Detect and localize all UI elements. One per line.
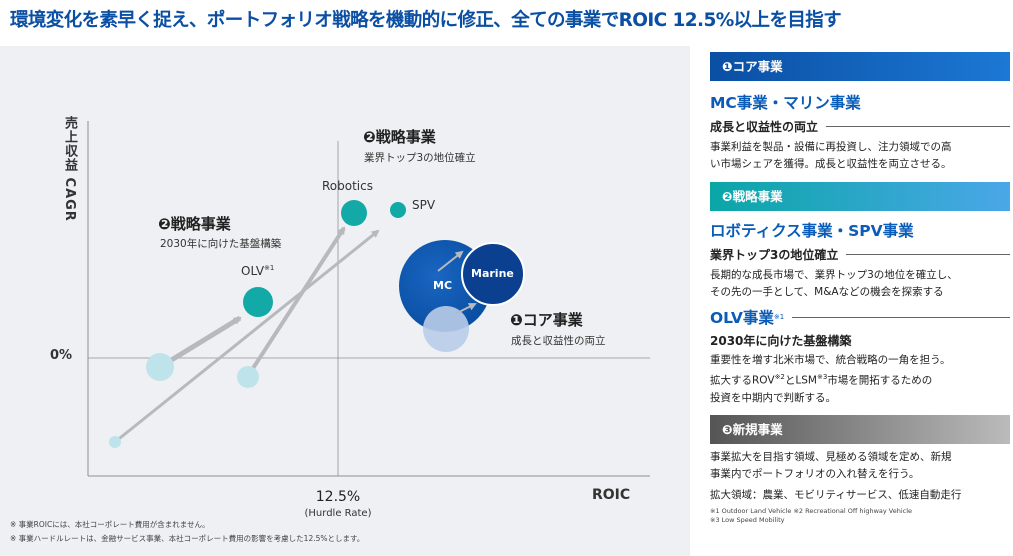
core-body-line-1: 事業利益を製品・設備に再投資し、注力領域での高 — [710, 141, 952, 153]
chart-note-1: ※ 事業ROICには、本社コーポレート費用が含まれません。 — [10, 520, 210, 529]
hurdle-value: 12.5% — [315, 489, 361, 505]
hurdle-sub: (Hurdle Rate) — [304, 508, 372, 519]
core-sub: 成長と収益性の両立 — [511, 335, 606, 347]
olv-body: 重要性を増す北米市場で、統合戦略の一角を担う。 拡大するROV※2とLSM※3市… — [710, 352, 1010, 407]
x-axis-label: ROIC — [592, 487, 631, 503]
arrow-robotics — [246, 226, 346, 378]
footnote-line-2: ※3 Low Speed Mobility — [710, 515, 785, 524]
portfolio-chart — [87, 121, 650, 477]
olv-label-text: OLV — [241, 264, 265, 278]
spv-label: SPV — [412, 198, 436, 212]
strategic-body: 長期的な成長市場で、業界トップ3の地位を確立し、 その先の一手として、M&Aなど… — [710, 267, 1010, 301]
spv-bubble — [390, 202, 406, 218]
robotics-origin-bubble — [237, 366, 259, 388]
olv-subhead: 2030年に向けた基盤構築 — [710, 334, 852, 348]
footnotes: ※1 Outdoor Land Vehicle ※2 Recreational … — [710, 507, 1010, 525]
olv-bubble — [243, 287, 273, 317]
arrow-mc-small — [454, 303, 477, 315]
arrow-mc — [437, 250, 464, 272]
marine-bubble — [461, 242, 525, 306]
strategic-subhead-row: 業界トップ3の地位確立 — [710, 246, 1010, 263]
olv-body-line-1: 重要性を増す北米市場で、統合戦略の一角を担う。 — [710, 354, 951, 366]
core-subhead-row: 成長と収益性の両立 — [710, 118, 1010, 135]
olv-title-row: OLV事業 ※1 — [710, 306, 1010, 328]
new-business-bar: ❸新規事業 — [710, 414, 1010, 444]
portfolio-chart-panel: 売上収益 CAGR 0% ❷戦略事業 業界トップ3の地位確立 ❷戦略事業 203… — [0, 46, 690, 556]
footnote-line-1: ※1 Outdoor Land Vehicle ※2 Recreational … — [710, 506, 913, 515]
mc-origin-bubble — [423, 306, 469, 352]
olv-body-market: 市場を開拓するための — [827, 374, 933, 387]
olv-body-rov: 拡大するROV — [710, 374, 775, 387]
arrow-olv — [158, 315, 242, 370]
olv-origin-bubble — [146, 353, 174, 381]
chart-note-2: ※ 事業ハードルレートは、金融サービス事業、本社コーポレート費用の影響を考慮した… — [10, 534, 365, 543]
olv-body-line-3: 投資を中期内で判断する。 — [710, 391, 836, 404]
olv-title-note: ※1 — [773, 313, 785, 321]
olv-title-rule — [792, 316, 1010, 318]
olv-business-title: OLV事業 — [710, 309, 774, 327]
strategic-body-line-1: 長期的な成長市場で、業界トップ3の地位を確立し、 — [710, 269, 958, 281]
core-subhead: 成長と収益性の両立 — [710, 120, 819, 134]
strategic-subhead-rule — [846, 254, 1010, 255]
core-body: 事業利益を製品・設備に再投資し、注力領域での高 い市場シェアを獲得。成長と収益性… — [710, 139, 1010, 173]
y-axis-label: 売上収益 CAGR — [62, 116, 77, 222]
olv-label-note: ※1 — [264, 264, 275, 272]
marine-label: Marine — [471, 267, 514, 280]
core-title: ❶コア事業 — [510, 311, 583, 329]
arrow-spv — [114, 229, 380, 444]
strategic-left-sub: 2030年に向けた基盤構築 — [160, 238, 282, 250]
new-body-line-1: 事業拡大を目指す領域、見極める領域を定め、新規 — [710, 450, 952, 463]
page-headline: 環境変化を素早く捉え、ポートフォリオ戦略を機動的に修正、全ての事業でROIC 1… — [10, 10, 842, 31]
robotics-label: Robotics — [322, 179, 373, 193]
zero-label: 0% — [50, 348, 73, 363]
new-business-areas: 拡大領域：農業、モビリティサービス、低速自動走行 — [710, 488, 962, 501]
strategic-business-bar: ❷戦略事業 — [710, 182, 1010, 211]
core-business-bar: ❶コア事業 — [710, 52, 1010, 81]
core-body-line-2: い市場シェアを獲得。成長と収益性を両立させる。 — [710, 158, 952, 170]
olv-label: OLV※1 — [241, 264, 274, 278]
strategic-top-title: ❷戦略事業 — [363, 128, 436, 146]
mc-label: MC — [433, 279, 453, 292]
strategic-top-sub: 業界トップ3の地位確立 — [364, 152, 476, 164]
strategic-body-line-2: その先の一手として、M&Aなどの機会を探索する — [710, 286, 944, 298]
olv-body-note-2: ※2 — [774, 373, 785, 381]
olv-body-line-2: 拡大するROV※2とLSM※3市場を開拓するための — [710, 369, 1010, 390]
strategic-business-title: ロボティクス事業・SPV事業 — [710, 222, 914, 240]
strategic-left-title: ❷戦略事業 — [158, 215, 231, 233]
robotics-bubble — [341, 200, 367, 226]
spv-origin-bubble — [109, 436, 121, 448]
segment-descriptions: ❶コア事業 MC事業・マリン事業 成長と収益性の両立 事業利益を製品・設備に再投… — [710, 52, 1010, 525]
strategic-subhead: 業界トップ3の地位確立 — [710, 248, 839, 262]
new-body-line-2: 事業内でポートフォリオの入れ替えを行う。 — [710, 467, 920, 480]
olv-body-lsm: とLSM — [784, 374, 817, 387]
core-subhead-rule — [826, 126, 1010, 127]
core-business-title: MC事業・マリン事業 — [710, 94, 861, 112]
new-business-body: 事業拡大を目指す領域、見極める領域を定め、新規 事業内でポートフォリオの入れ替え… — [710, 449, 1010, 483]
olv-body-note-3: ※3 — [816, 373, 828, 381]
